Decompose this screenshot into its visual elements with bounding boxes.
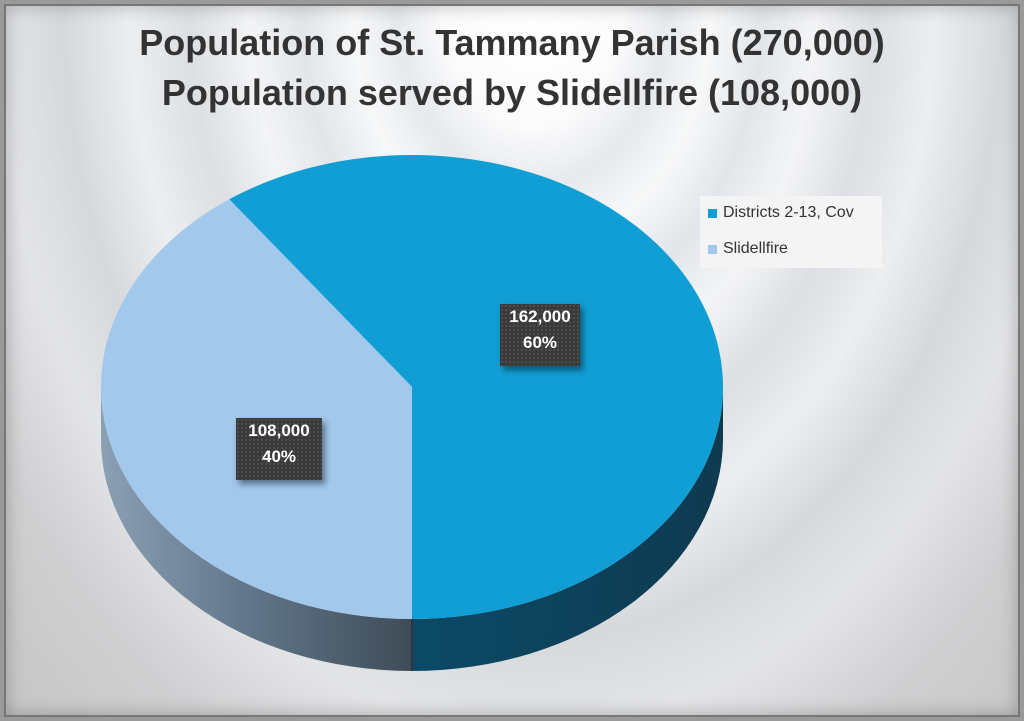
- legend-item-districts: Districts 2-13, Cov: [708, 204, 854, 222]
- data-label-districts: 162,000 60%: [500, 304, 580, 366]
- pie-side-districts: [412, 387, 723, 671]
- pie-side-slidellfire: [101, 387, 412, 671]
- legend-swatch-slidellfire: [708, 244, 717, 254]
- pie-slice-districts: [229, 155, 723, 619]
- data-label-slidellfire-value: 108,000: [248, 421, 310, 440]
- chart-subtitle: Population served by Slidellfire (108,00…: [161, 72, 863, 113]
- data-label-districts-percent: 60%: [522, 333, 558, 352]
- legend-item-slidellfire: Slidellfire: [708, 240, 788, 258]
- legend-label-districts: Districts 2-13, Cov: [723, 204, 854, 221]
- chart-title: Population of St. Tammany Parish (270,00…: [139, 22, 885, 63]
- pie-edge: [411, 619, 413, 671]
- legend-label-slidellfire: Slidellfire: [723, 240, 788, 257]
- data-label-districts-value: 162,000: [509, 307, 571, 326]
- data-label-slidellfire-percent: 40%: [261, 447, 297, 466]
- legend-swatch-districts: [708, 208, 717, 218]
- pie-slice-slidellfire: [101, 199, 412, 620]
- data-label-slidellfire: 108,000 40%: [236, 418, 322, 480]
- legend: Districts 2-13, Cov Slidellfire: [700, 196, 882, 268]
